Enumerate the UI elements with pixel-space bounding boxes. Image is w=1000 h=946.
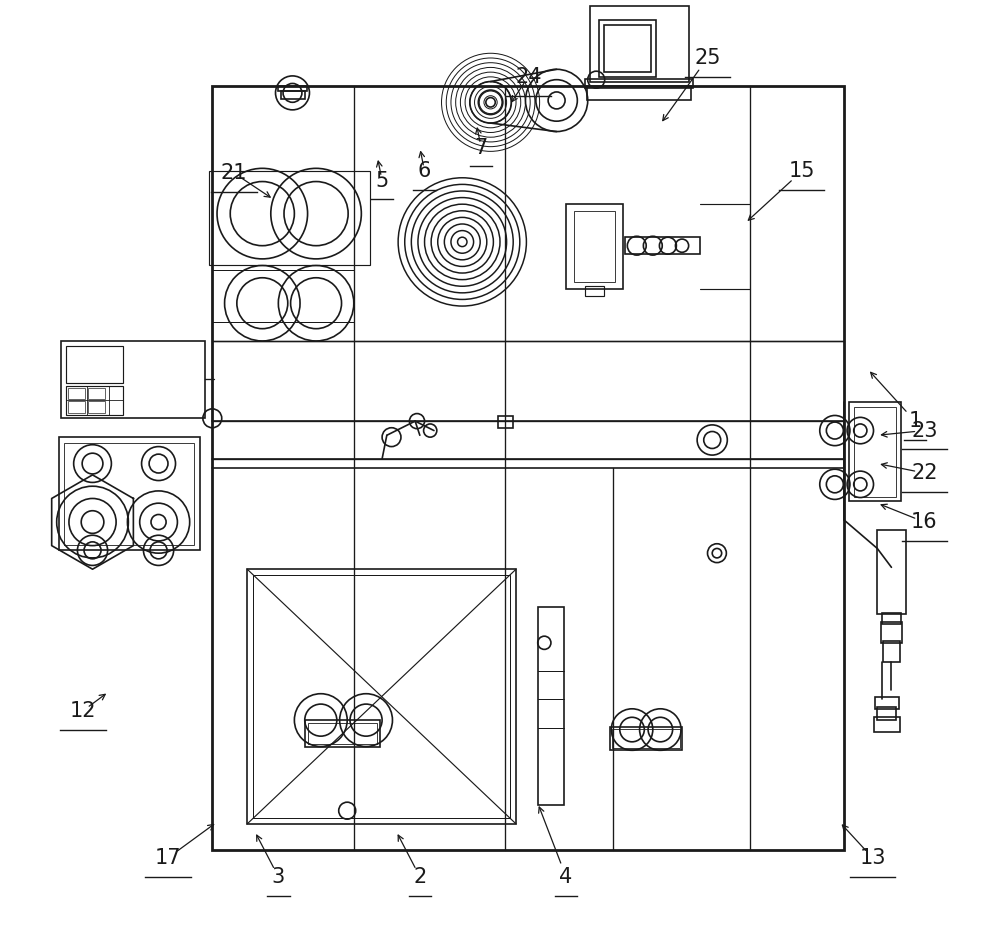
- Text: 22: 22: [911, 463, 938, 483]
- Bar: [874, 717, 900, 732]
- Bar: [68, 388, 85, 399]
- Bar: [625, 237, 700, 254]
- Text: 17: 17: [155, 848, 181, 867]
- Text: 3: 3: [272, 867, 285, 886]
- Text: 5: 5: [375, 170, 389, 190]
- Bar: [64, 443, 194, 545]
- Bar: [604, 25, 651, 72]
- Bar: [209, 171, 370, 266]
- Bar: [599, 20, 656, 77]
- Bar: [875, 697, 899, 709]
- Bar: [585, 287, 604, 296]
- Text: 2: 2: [413, 867, 426, 886]
- Text: 12: 12: [70, 701, 96, 721]
- Bar: [612, 728, 680, 748]
- Text: 21: 21: [221, 163, 247, 184]
- Bar: [247, 569, 516, 824]
- Bar: [68, 401, 85, 412]
- Text: 24: 24: [515, 67, 542, 87]
- Text: 1: 1: [908, 412, 922, 431]
- Bar: [308, 723, 377, 744]
- Bar: [877, 530, 906, 615]
- Bar: [877, 707, 896, 720]
- Text: 23: 23: [911, 421, 938, 441]
- Bar: [66, 386, 123, 414]
- Bar: [585, 79, 693, 88]
- Bar: [566, 204, 623, 289]
- Bar: [538, 607, 564, 805]
- Text: 7: 7: [475, 137, 488, 158]
- Bar: [590, 6, 689, 81]
- Text: 16: 16: [911, 512, 938, 532]
- Bar: [498, 416, 513, 428]
- Text: 4: 4: [559, 867, 573, 886]
- Bar: [253, 575, 510, 818]
- Bar: [59, 437, 200, 551]
- Bar: [88, 401, 105, 412]
- Bar: [212, 86, 844, 850]
- Text: 15: 15: [789, 161, 815, 182]
- Bar: [587, 86, 691, 100]
- Bar: [882, 613, 901, 624]
- Bar: [610, 727, 682, 750]
- Text: 6: 6: [418, 161, 431, 182]
- Bar: [281, 91, 305, 98]
- Bar: [849, 402, 901, 501]
- Text: 13: 13: [859, 848, 886, 867]
- Bar: [574, 211, 615, 283]
- Text: 25: 25: [694, 48, 721, 68]
- Bar: [881, 622, 902, 642]
- Bar: [61, 341, 205, 418]
- Bar: [883, 640, 900, 661]
- Bar: [88, 388, 105, 399]
- Bar: [854, 407, 896, 497]
- Bar: [305, 720, 380, 746]
- Bar: [278, 86, 307, 91]
- Bar: [66, 345, 123, 383]
